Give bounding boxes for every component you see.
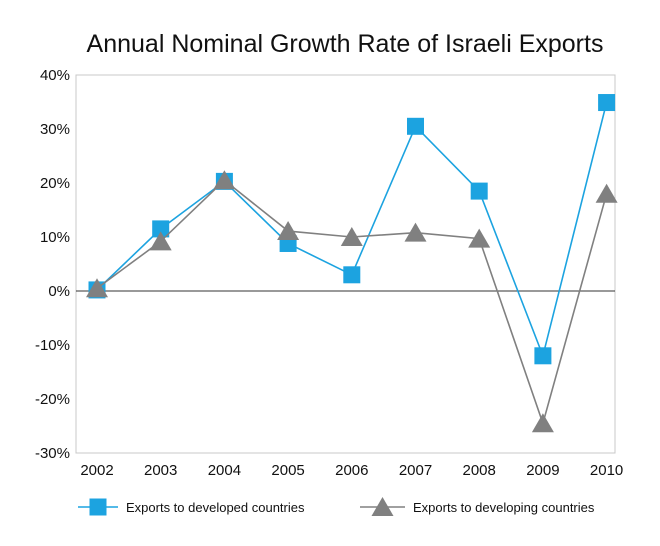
- x-tick-label: 2003: [144, 462, 177, 479]
- plot-frame: [75, 74, 616, 454]
- data-point-triangle: [149, 231, 172, 251]
- data-point-triangle: [468, 228, 491, 248]
- y-tick-label: 20%: [40, 175, 70, 192]
- data-point-triangle: [404, 222, 427, 242]
- legend-marker-square: [89, 498, 107, 516]
- data-point-triangle: [277, 221, 300, 241]
- x-tick-label: 2004: [208, 462, 241, 479]
- legend-label-2: Exports to developing countries: [413, 500, 595, 515]
- data-point-square: [407, 117, 424, 135]
- data-point-square: [598, 94, 616, 112]
- data-point-square: [152, 220, 170, 238]
- x-tick-label: 2006: [335, 462, 368, 479]
- chart-title: Annual Nominal Growth Rate of Israeli Ex…: [87, 30, 604, 58]
- x-tick-label: 2008: [463, 462, 496, 479]
- data-point-triangle: [595, 183, 618, 203]
- data-point-square: [470, 182, 488, 200]
- data-point-triangle: [86, 278, 108, 298]
- legend: Exports to developed countries Exports to…: [78, 497, 595, 516]
- y-tick-label: 0%: [48, 283, 70, 300]
- x-tick-label: 2005: [271, 462, 304, 479]
- y-tick-label: 10%: [40, 229, 70, 246]
- series-line-2: [96, 179, 608, 426]
- legend-label-1: Exports to developed countries: [126, 500, 305, 515]
- y-tick-label: -20%: [35, 391, 70, 408]
- x-tick-label: 2002: [80, 462, 113, 479]
- data-point-square: [343, 266, 361, 284]
- y-tick-label: -30%: [35, 445, 70, 462]
- legend-marker-triangle: [371, 497, 394, 516]
- y-tick-label: 40%: [40, 67, 70, 84]
- x-tick-label: 2007: [399, 462, 432, 479]
- data-point-triangle: [213, 170, 236, 190]
- x-tick-label: 2010: [590, 462, 623, 479]
- plot-area: 40% 30% 20% 10% 0% -10% -20% -30% 2002 2003 2004 20…: [35, 67, 623, 479]
- y-tick-label: 30%: [40, 121, 70, 138]
- data-point-triangle: [340, 227, 363, 246]
- x-tick-label: 2009: [526, 462, 559, 479]
- data-point-square: [534, 347, 552, 365]
- y-tick-label: -10%: [35, 337, 70, 354]
- data-point-triangle: [531, 413, 554, 433]
